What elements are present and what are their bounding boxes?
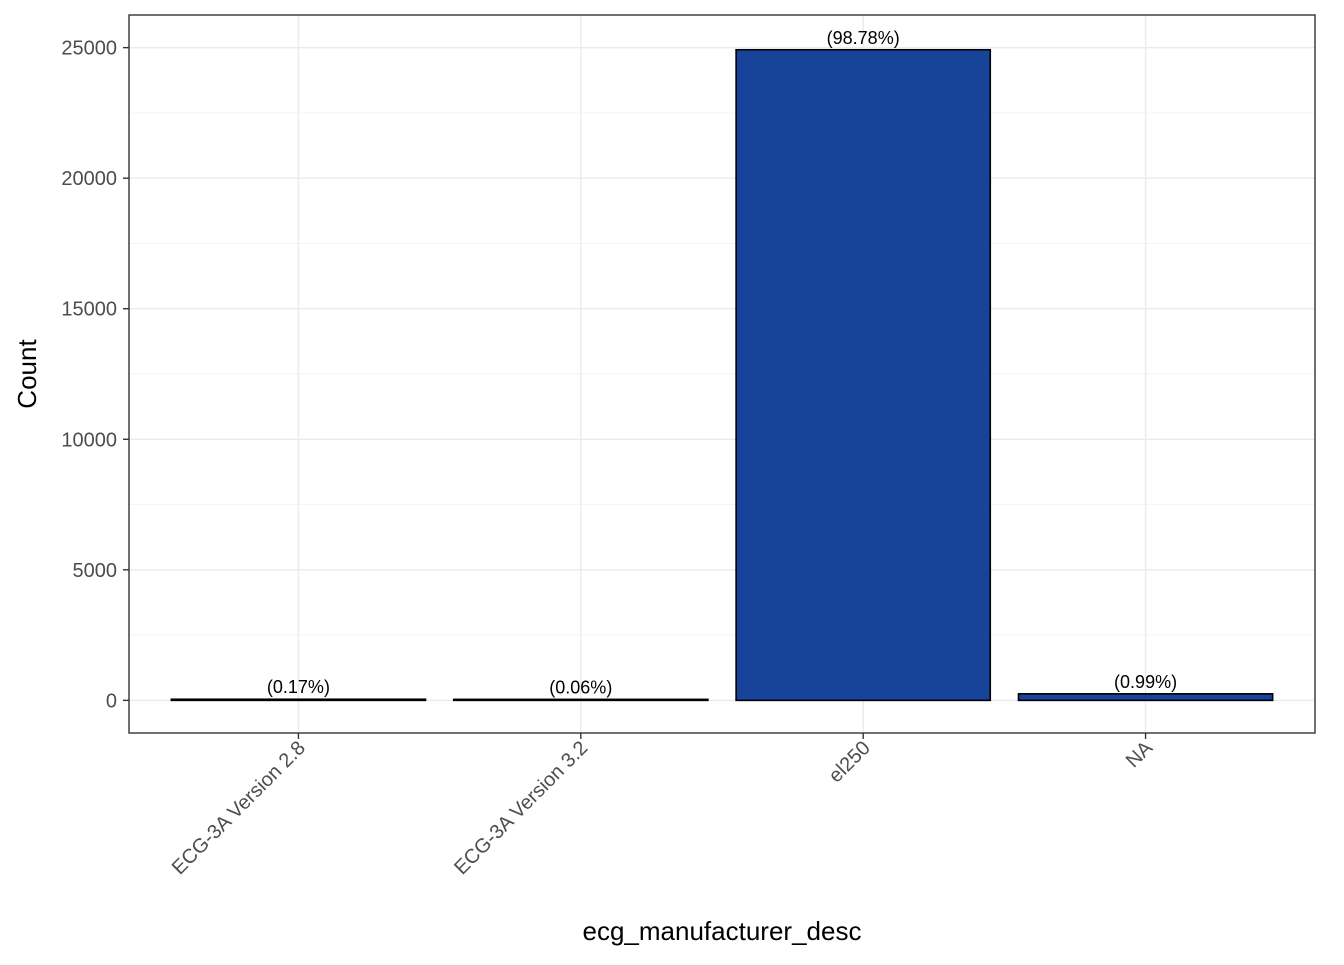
panel-border: [128, 14, 1316, 734]
bar: [452, 698, 709, 702]
bars: [170, 48, 1274, 702]
y-tick-label: 25000: [61, 38, 117, 60]
y-tick-label: 10000: [61, 429, 117, 451]
x-tick-label: NA: [1122, 737, 1158, 773]
y-axis: 0 5000 10000 15000 20000 25000: [61, 38, 129, 712]
bar: [170, 698, 427, 702]
y-tick-label: 20000: [61, 168, 117, 190]
x-tick-label: ECG-3A Version 3.2: [450, 737, 592, 879]
x-tick-label: el250: [825, 737, 875, 787]
y-tick-label: 5000: [73, 560, 118, 582]
x-axis-title: ecg_manufacturer_desc: [583, 916, 862, 946]
bar: [1017, 693, 1274, 702]
y-tick-label: 15000: [61, 299, 117, 321]
bar: [735, 48, 992, 702]
x-axis: ECG-3A Version 2.8 ECG-3A Version 3.2 el25…: [168, 733, 1158, 879]
bar-data-label: (0.06%): [549, 677, 612, 697]
x-tick-label: ECG-3A Version 2.8: [168, 737, 310, 879]
bar-labels: (0.17%) (0.06%) (98.78%) (0.99%): [267, 28, 1177, 698]
bar-data-label: (0.17%): [267, 677, 330, 697]
y-tick-label: 0: [106, 690, 117, 712]
grid: [129, 15, 1315, 733]
bar-data-label: (98.78%): [827, 28, 900, 48]
y-axis-title: Count: [12, 339, 42, 409]
bar-data-label: (0.99%): [1114, 672, 1177, 692]
